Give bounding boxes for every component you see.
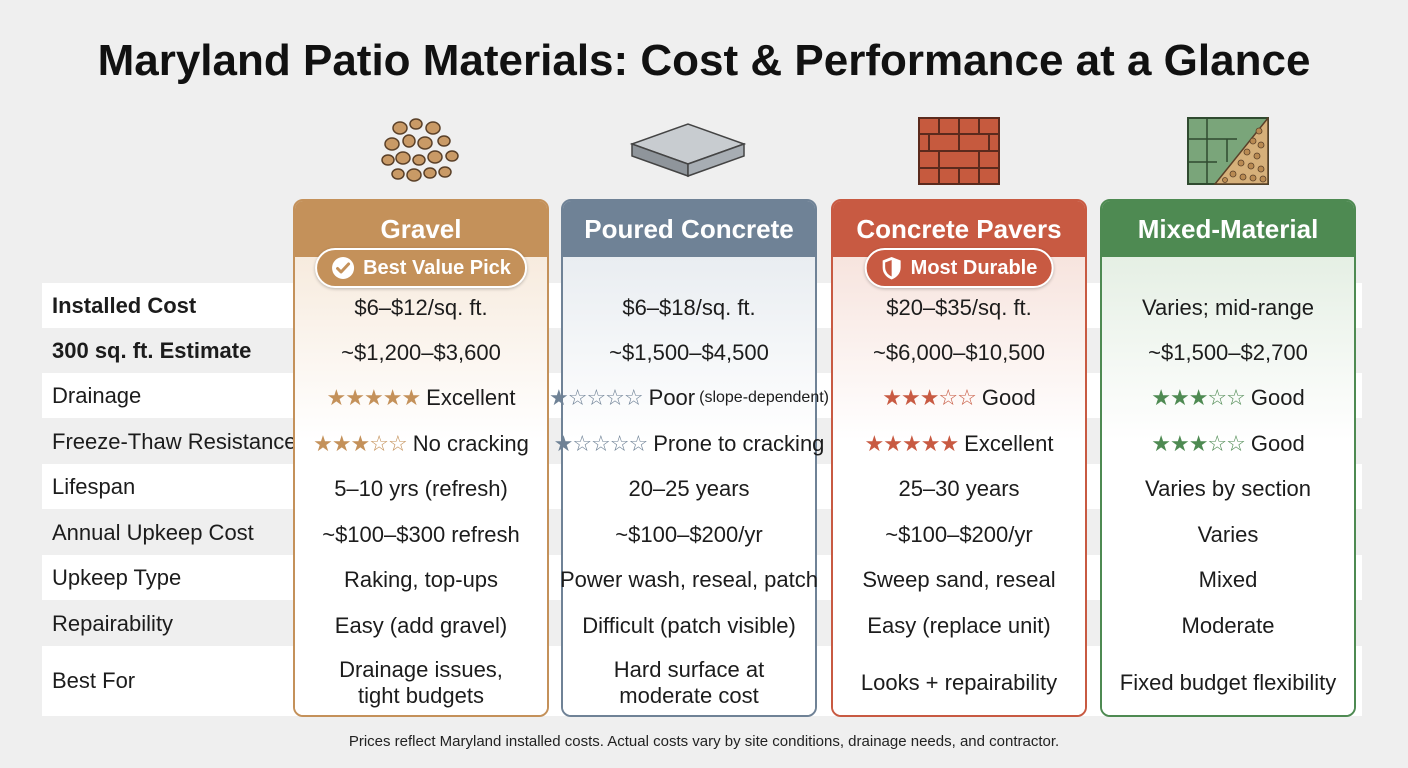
- rating-text: No cracking: [412, 430, 529, 456]
- cell-upkeep-cost: ~$100–$200/yr: [885, 521, 1033, 547]
- cell-upkeep-type: Power wash, reseal, patch: [559, 566, 819, 592]
- cell-line: Hard surface at: [613, 657, 765, 682]
- rating-text: Prone to cracking: [653, 430, 825, 456]
- cell-line: Fixed budget flexibility: [1119, 670, 1337, 695]
- badge-label: Most Durable: [910, 256, 1038, 279]
- footnote: Prices reflect Maryland installed costs.…: [348, 733, 1060, 750]
- rating-text: Good: [1250, 430, 1305, 456]
- cell-estimate: ~$6,000–$10,500: [873, 339, 1045, 365]
- rating-text: Excellent: [426, 384, 516, 410]
- cell-lifespan: 25–30 years: [898, 475, 1020, 501]
- cell-best-for: Fixed budget flexibility: [1102, 648, 1354, 718]
- rating-stars: ★☆☆☆☆: [553, 430, 649, 456]
- page-title: Maryland Patio Materials: Cost & Perform…: [97, 36, 1311, 85]
- rating-stars: ★★★☆☆: [1151, 430, 1246, 456]
- cell-best-for: Looks + repairability: [833, 648, 1085, 718]
- column-header: Poured Concrete: [563, 201, 815, 257]
- cell-lifespan: Varies by section: [1145, 475, 1311, 501]
- cell-installed-cost: $20–$35/sq. ft.: [886, 294, 1032, 320]
- rating-stars: ★★★☆☆: [882, 384, 977, 410]
- row-label-lifespan: Lifespan: [52, 473, 136, 499]
- cell-upkeep-type: Raking, top-ups: [343, 566, 499, 592]
- cell-lifespan: 20–25 years: [628, 475, 750, 501]
- row-label-upkeep-type: Upkeep Type: [52, 564, 182, 590]
- cell-line: tight budgets: [358, 683, 484, 708]
- row-label-freeze-thaw: Freeze-Thaw Resistance: [52, 428, 297, 454]
- row-label-best-for: Best For: [52, 668, 136, 693]
- column-concrete-pavers: Concrete Pavers $20–$35/sq. ft. ~$6,000–$1…: [831, 199, 1087, 717]
- cell-installed-cost: Varies; mid-range: [1142, 294, 1314, 320]
- rating-stars: ★☆☆☆☆: [549, 384, 644, 410]
- cell-drainage: ★★★☆☆ Good: [833, 375, 1085, 420]
- cell-estimate: ~$1,500–$4,500: [609, 339, 769, 365]
- row-label-estimate: 300 sq. ft. Estimate: [52, 337, 252, 363]
- cell-best-for: Drainage issues, tight budgets: [295, 648, 547, 718]
- cell-installed-cost: $6–$12/sq. ft.: [354, 294, 488, 320]
- column-poured-concrete: Poured Concrete $6–$18/sq. ft. ~$1,500–$4,…: [549, 199, 829, 718]
- check-circle-icon: [331, 256, 355, 280]
- cell-line: Drainage issues,: [339, 657, 503, 682]
- cell-best-for: Hard surface at moderate cost: [563, 648, 815, 718]
- row-label-repairability: Repairability: [52, 610, 174, 636]
- cell-line: moderate cost: [619, 683, 759, 708]
- cell-installed-cost: $6–$18/sq. ft.: [622, 294, 756, 320]
- cell-estimate: ~$1,200–$3,600: [341, 339, 501, 365]
- cell-freeze-thaw: ★★★☆☆ Good: [1102, 421, 1354, 466]
- cell-drainage: ★★★★★ Excellent: [295, 375, 547, 420]
- rating-text: Good: [981, 384, 1036, 410]
- cell-line: Looks + repairability: [860, 670, 1058, 695]
- cell-drainage: ★★★☆☆ Good: [1102, 375, 1354, 420]
- row-label-drainage: Drainage: [52, 382, 142, 408]
- cell-upkeep-cost: ~$100–$200/yr: [615, 521, 763, 547]
- cell-freeze-thaw: ★★★★★ Excellent: [833, 421, 1085, 466]
- rating-stars: ★★★★★: [864, 430, 960, 456]
- cell-lifespan: 5–10 yrs (refresh): [334, 475, 508, 501]
- column-body: [833, 257, 1085, 715]
- rating-note: (slope-dependent): [699, 388, 829, 406]
- column-header: Concrete Pavers: [833, 201, 1085, 257]
- column-body: [295, 257, 547, 715]
- cell-repairability: Moderate: [1181, 612, 1275, 638]
- rating-text: Good: [1250, 384, 1305, 410]
- brick-pavers-icon: [918, 117, 1000, 185]
- badge-concrete-pavers: Most Durable: [864, 248, 1054, 288]
- concrete-slab-icon: [629, 123, 747, 178]
- badge-gravel: Best Value Pick: [315, 248, 527, 288]
- cell-upkeep-type: Sweep sand, reseal: [862, 566, 1056, 592]
- column-gravel: Gravel $6–$12/sq. ft. ~$1,200–$3,600 ★★★★★ E…: [293, 199, 549, 717]
- row-label-upkeep-cost: Annual Upkeep Cost: [52, 519, 254, 545]
- rating-text: Poor: [648, 384, 696, 410]
- column-header: Gravel: [295, 201, 547, 257]
- cell-freeze-thaw: ★★★☆☆ No cracking: [295, 421, 547, 466]
- mixed-material-icon: [1187, 117, 1269, 185]
- shield-icon: [881, 256, 903, 280]
- cell-estimate: ~$1,500–$2,700: [1148, 339, 1308, 365]
- column-mixed-material: Mixed-Material Varies; mid-range ~$1,500–$…: [1100, 199, 1356, 717]
- cell-drainage: ★☆☆☆☆ Poor (slope-dependent): [549, 375, 829, 420]
- column-body: [1102, 257, 1354, 715]
- cell-freeze-thaw: ★☆☆☆☆ Prone to cracking: [554, 421, 825, 466]
- column-body: [563, 257, 815, 715]
- rating-stars: ★★★☆☆: [313, 430, 408, 456]
- row-label-installed-cost: Installed Cost: [52, 292, 197, 318]
- cell-upkeep-cost: Varies: [1197, 521, 1259, 547]
- rating-stars: ★★★★★: [326, 384, 422, 410]
- gravel-icon: [381, 118, 459, 182]
- rating-text: Excellent: [964, 430, 1054, 456]
- cell-repairability: Easy (add gravel): [334, 612, 508, 638]
- column-header: Mixed-Material: [1102, 201, 1354, 257]
- cell-repairability: Difficult (patch visible): [582, 612, 796, 638]
- cell-upkeep-cost: ~$100–$300 refresh: [322, 521, 520, 547]
- badge-label: Best Value Pick: [363, 256, 511, 279]
- rating-stars: ★★★☆☆: [1151, 384, 1246, 410]
- cell-upkeep-type: Mixed: [1198, 566, 1258, 592]
- cell-repairability: Easy (replace unit): [867, 612, 1051, 638]
